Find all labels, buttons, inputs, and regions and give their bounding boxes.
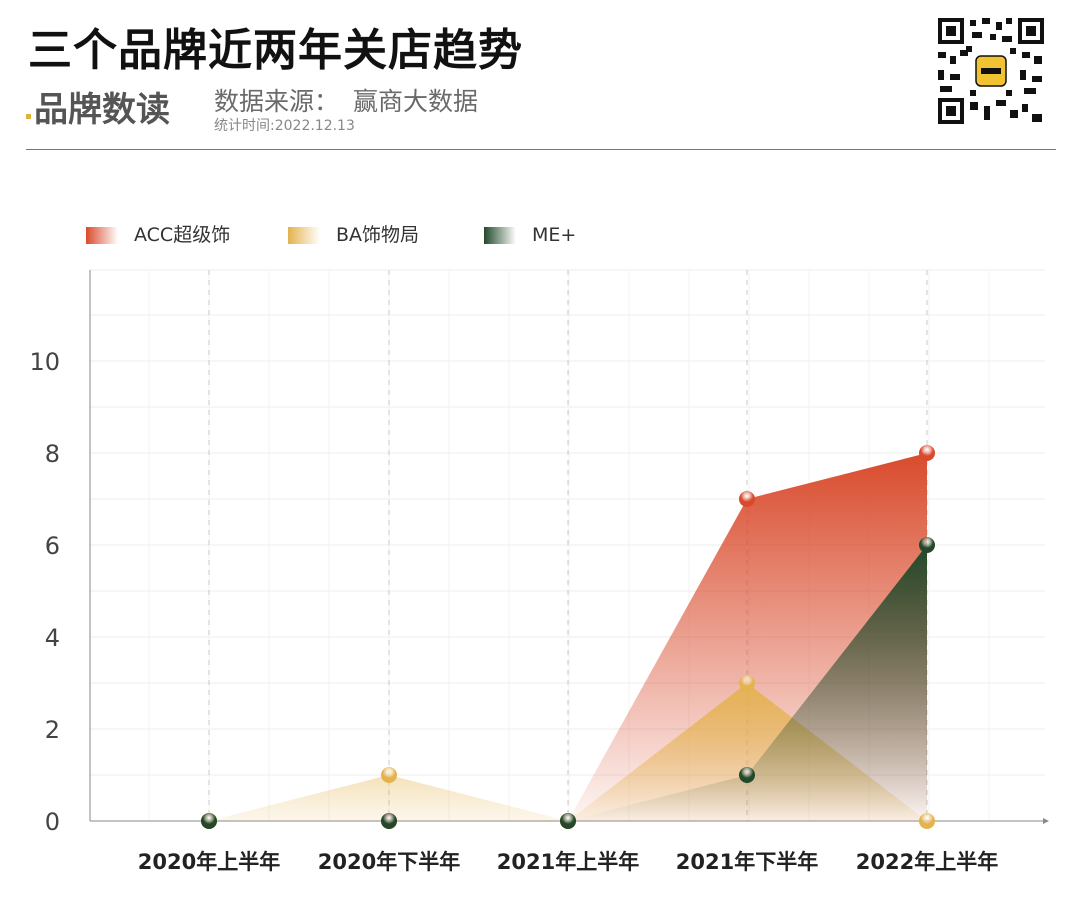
brand-dot-icon — [26, 114, 31, 119]
legend-label: ME+ — [532, 224, 577, 246]
legend-swatch — [288, 227, 320, 244]
data-point-acc — [919, 445, 935, 461]
y-tick-label: 6 — [45, 532, 60, 560]
chart-title: 三个品牌近两年关店趋势 — [28, 25, 523, 76]
data-point-ba — [919, 813, 935, 829]
x-axis-arrow — [1043, 818, 1049, 824]
data-point-me — [201, 813, 217, 829]
qr-code-icon — [936, 16, 1046, 126]
data-point-me — [560, 813, 576, 829]
data-point-acc — [739, 491, 755, 507]
legend-label: ACC超级饰 — [134, 224, 231, 246]
data-source: 数据来源： 赢商大数据 — [214, 82, 478, 118]
x-tick-label: 2020年上半年 — [138, 850, 280, 874]
y-tick-label: 4 — [45, 624, 60, 652]
area-me — [209, 545, 927, 821]
x-tick-label: 2021年上半年 — [497, 850, 639, 874]
x-tick-label: 2021年下半年 — [676, 850, 818, 874]
legend-label: BA饰物局 — [336, 224, 420, 246]
data-point-ba — [739, 675, 755, 691]
data-point-me — [381, 813, 397, 829]
legend-swatch — [484, 227, 516, 244]
x-tick-label: 2022年上半年 — [856, 850, 998, 874]
data-point-ba — [381, 767, 397, 783]
legend-swatch — [86, 227, 118, 244]
stat-time: 统计时间:2022.12.13 — [214, 118, 355, 134]
y-tick-label: 2 — [45, 716, 60, 744]
brand-name: 品牌数读 — [34, 90, 170, 130]
header-divider — [26, 149, 1056, 150]
data-point-me — [919, 537, 935, 553]
y-tick-label: 8 — [45, 440, 60, 468]
source-value: 赢商大数据 — [353, 87, 479, 116]
x-tick-label: 2020年下半年 — [318, 850, 460, 874]
brand-logo: 品牌数读 — [26, 82, 170, 131]
data-point-me — [739, 767, 755, 783]
y-tick-label: 0 — [45, 808, 60, 836]
source-label: 数据来源： — [214, 87, 340, 116]
y-tick-label: 10 — [29, 348, 60, 376]
